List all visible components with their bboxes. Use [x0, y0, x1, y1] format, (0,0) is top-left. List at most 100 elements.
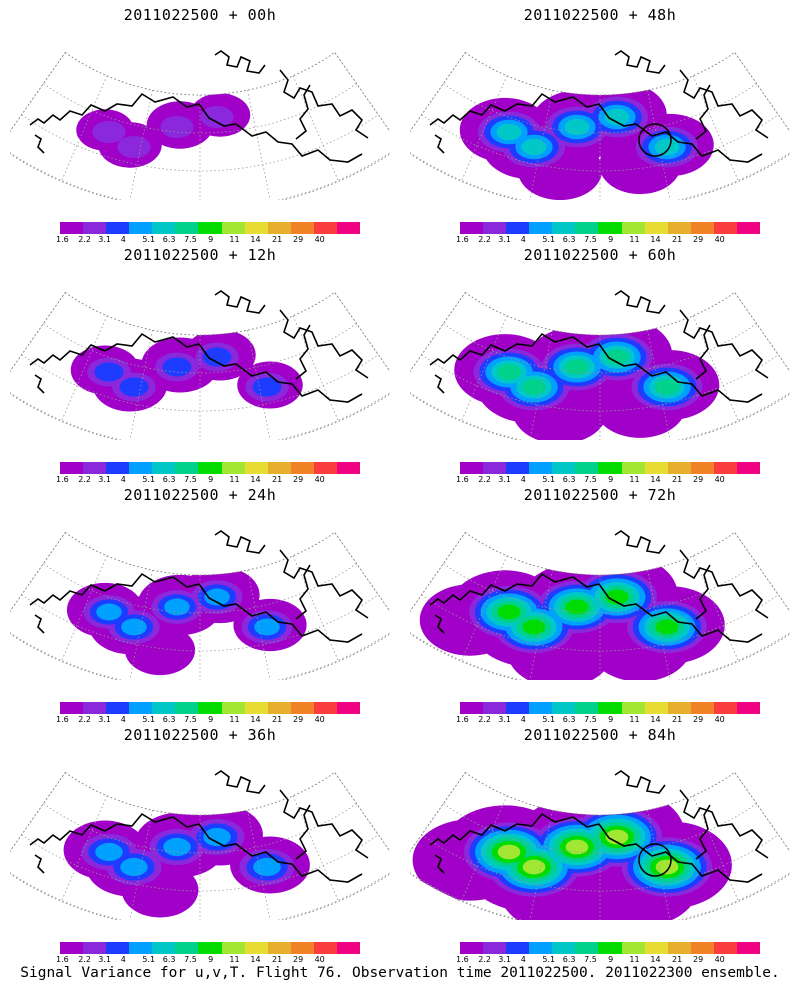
colorbar-swatch	[336, 942, 361, 954]
colorbar-swatch	[506, 702, 530, 714]
colorbar-tick-label: 5.1	[542, 715, 556, 724]
colorbar-tick-label: 4	[120, 475, 126, 484]
variance-field	[66, 566, 307, 676]
colorbar-swatch	[313, 462, 337, 474]
colorbar-swatch	[106, 702, 130, 714]
colorbar-tick-label: 1.6	[56, 475, 69, 484]
colorbar-tick-label: 1.6	[56, 715, 69, 724]
colorbar-tick-label: 3.1	[98, 715, 112, 724]
colorbar-tick-label: 3.1	[98, 955, 112, 964]
colorbar-tick-label: 1.6	[456, 715, 469, 724]
colorbar-swatch	[529, 222, 553, 234]
colorbar-tick-label: 5.1	[142, 715, 156, 724]
polar-map	[10, 50, 390, 200]
colorbar-tick-label: 5.1	[142, 475, 156, 484]
colorbar-swatch	[244, 222, 268, 234]
colorbar-swatch	[83, 222, 107, 234]
colorbar-swatch	[83, 462, 107, 474]
colorbar-swatch	[736, 462, 761, 474]
colorbar-swatch	[83, 702, 107, 714]
colorbar-tick-label: 6.3	[562, 235, 576, 244]
colorbar-tick-label: 7.5	[584, 715, 597, 724]
colorbar-tick-label: 40	[314, 715, 325, 724]
colorbar-tick-label: 6.3	[162, 715, 176, 724]
coastline	[429, 770, 769, 883]
colorbar-tick-label: 40	[714, 475, 725, 484]
coastline	[429, 50, 769, 163]
map-panel: 2011022500 + 48h 1.6 2.2 3.1 4 5.1 6.3 7.5 9 11 14…	[400, 0, 800, 244]
coastline	[29, 50, 369, 163]
domain-border	[410, 291, 790, 440]
colorbar-swatch	[152, 942, 176, 954]
colorbar-swatch	[175, 942, 199, 954]
map-panel: 2011022500 + 00h 1.6 2.2 3.1 4 5.1 6.3 7.5 9 11 14…	[0, 0, 400, 244]
colorbar-swatch	[483, 942, 507, 954]
colorbar-tick-label: 9	[208, 475, 214, 484]
coastline	[29, 290, 369, 403]
colorbar-swatch	[60, 222, 84, 234]
colorbar-swatch	[667, 462, 691, 474]
colorbar-tick-label: 7.5	[184, 955, 197, 964]
colorbar-tick-label: 14	[250, 235, 261, 244]
domain-border	[10, 291, 390, 440]
coastline	[429, 290, 769, 403]
colorbar-tick-label: 1.6	[456, 235, 469, 244]
coastline	[29, 770, 369, 883]
colorbar-tick-label: 6.3	[162, 475, 176, 484]
colorbar-swatch	[313, 222, 337, 234]
colorbar-tick-label: 4	[520, 715, 526, 724]
colorbar	[460, 222, 761, 234]
colorbar-tick-label: 9	[208, 955, 214, 964]
colorbar-ticks: 1.6 2.2 3.1 4 5.1 6.3 7.5 9 11 14 21 29 40	[56, 955, 356, 967]
colorbar-swatch	[529, 702, 553, 714]
colorbar-tick-label: 14	[250, 475, 261, 484]
colorbar-swatch	[667, 222, 691, 234]
colorbar-swatch	[506, 462, 530, 474]
colorbar-tick-label: 3.1	[498, 235, 512, 244]
colorbar-tick-label: 11	[629, 715, 640, 724]
colorbar-tick-label: 4	[520, 235, 526, 244]
colorbar-tick-label: 6.3	[562, 475, 576, 484]
colorbar-tick-label: 2.2	[78, 955, 91, 964]
colorbar-swatch	[460, 222, 484, 234]
colorbar-swatch	[60, 942, 84, 954]
colorbar	[60, 222, 361, 234]
polar-map	[10, 530, 390, 680]
colorbar-tick-label: 9	[608, 475, 614, 484]
colorbar-swatch	[106, 222, 130, 234]
colorbar-tick-label: 9	[208, 715, 214, 724]
colorbar-tick-label: 4	[520, 955, 526, 964]
colorbar-tick-label: 7.5	[184, 715, 197, 724]
map-panel: 2011022500 + 12h 1.6 2.2 3.1 4 5.1 6.3 7.5 9 11 14…	[0, 240, 400, 484]
colorbar-tick-label: 3.1	[98, 475, 112, 484]
colorbar-swatch	[460, 462, 484, 474]
colorbar-swatch	[621, 942, 645, 954]
colorbar-tick-label: 21	[272, 715, 283, 724]
colorbar-tick-label: 1.6	[56, 235, 69, 244]
colorbar-tick-label: 14	[650, 955, 661, 964]
colorbar-tick-label: 2.2	[478, 475, 491, 484]
panel-title: 2011022500 + 36h	[123, 726, 277, 744]
colorbar-swatch	[244, 942, 268, 954]
variance-field	[76, 93, 251, 168]
polar-map	[410, 290, 790, 440]
colorbar	[60, 942, 361, 954]
colorbar-tick-label: 2.2	[78, 235, 91, 244]
colorbar-tick-label: 29	[293, 475, 304, 484]
colorbar-swatch	[621, 222, 645, 234]
colorbar-swatch	[244, 462, 268, 474]
colorbar-ticks: 1.6 2.2 3.1 4 5.1 6.3 7.5 9 11 14 21 29 40	[456, 715, 756, 727]
colorbar-tick-label: 21	[272, 955, 283, 964]
map-panel: 2011022500 + 72h 1.6 2.2 3.1 4 5.1 6.3 7.5 9 11 14…	[400, 480, 800, 724]
colorbar-tick-label: 4	[120, 955, 126, 964]
coastline	[429, 530, 769, 643]
colorbar-tick-label: 9	[608, 955, 614, 964]
colorbar-ticks: 1.6 2.2 3.1 4 5.1 6.3 7.5 9 11 14 21 29 40	[456, 235, 756, 247]
colorbar-tick-label: 3.1	[498, 955, 512, 964]
colorbar-ticks: 1.6 2.2 3.1 4 5.1 6.3 7.5 9 11 14 21 29 40	[56, 715, 356, 727]
colorbar-tick-label: 5.1	[542, 475, 556, 484]
colorbar-swatch	[575, 702, 599, 714]
colorbar-swatch	[221, 942, 245, 954]
colorbar-tick-label: 4	[120, 715, 126, 724]
colorbar-tick-label: 21	[672, 475, 683, 484]
